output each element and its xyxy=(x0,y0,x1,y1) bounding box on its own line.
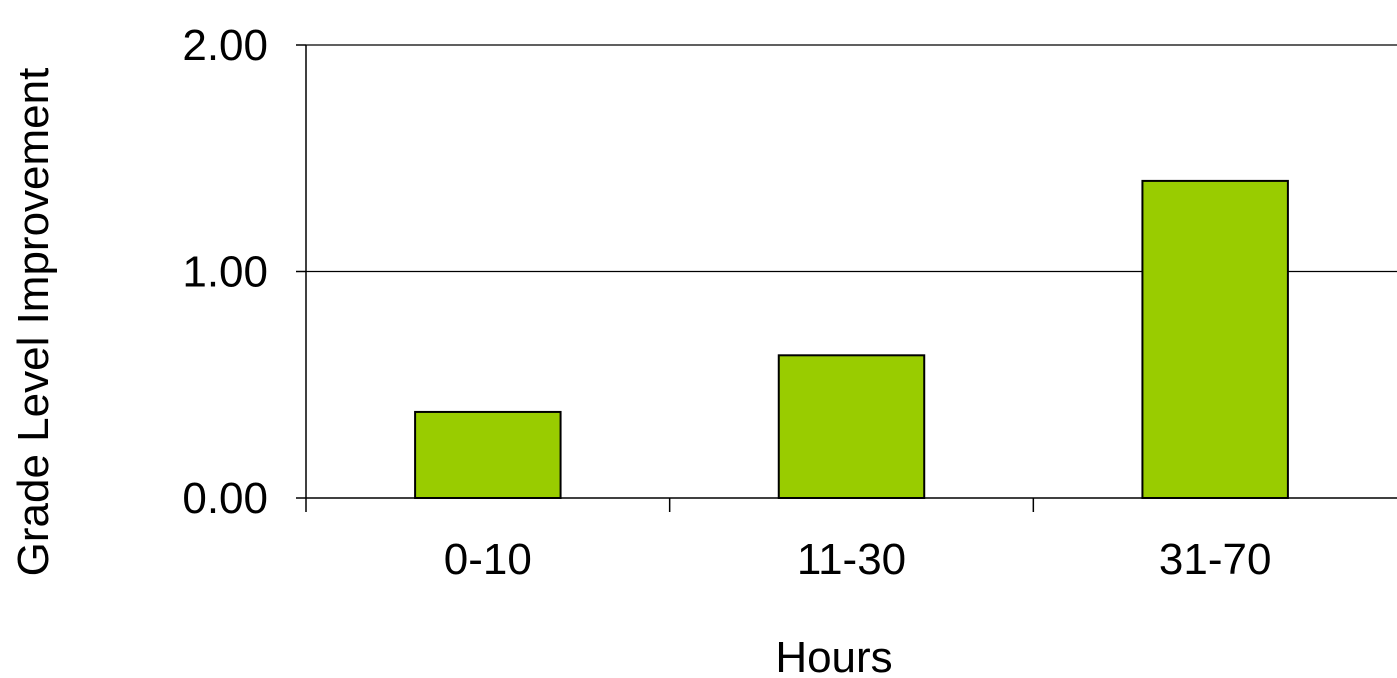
x-tick-labels: 0-10 11-30 31-70 xyxy=(305,498,1272,584)
y-axis-title: Grade Level Improvement xyxy=(9,68,58,577)
bar-11-30 xyxy=(777,354,926,499)
x-tick-label: 0-10 xyxy=(444,535,532,584)
bars xyxy=(414,179,1289,499)
x-tick-label: 31-70 xyxy=(1159,535,1272,584)
bar-0-10 xyxy=(414,410,562,499)
y-tick-label: 2.00 xyxy=(182,21,268,70)
y-tick-label: 1.00 xyxy=(182,248,268,297)
x-tick-label: 11-30 xyxy=(797,535,906,584)
x-axis-title: Hours xyxy=(775,633,892,678)
y-tick-label: 0.00 xyxy=(182,474,268,523)
bar-31-70 xyxy=(1141,179,1289,499)
y-tick-labels: 0.00 1.00 2.00 xyxy=(182,21,306,523)
